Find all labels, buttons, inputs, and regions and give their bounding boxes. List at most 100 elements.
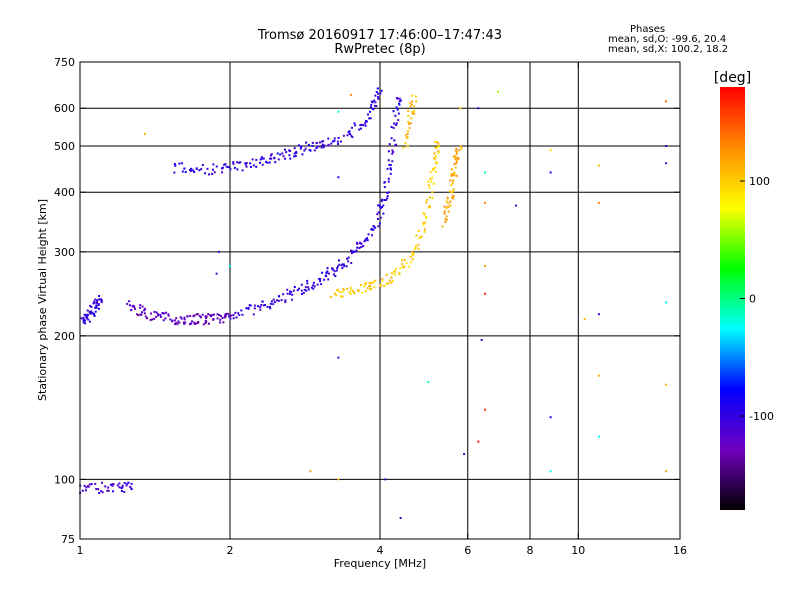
echo-point: [360, 284, 363, 287]
echo-point: [414, 95, 417, 98]
echo-point: [232, 313, 235, 316]
echo-point: [306, 282, 309, 285]
phase-stats-x-mode: mean, sd,X: 100.2, 18.2: [608, 44, 729, 55]
echo-point: [341, 263, 344, 266]
echo-point: [151, 318, 154, 321]
echo-point: [173, 319, 176, 322]
echo-point: [93, 300, 96, 303]
echo-point: [176, 323, 179, 326]
echo-point: [377, 95, 380, 98]
echo-point: [217, 250, 220, 253]
echo-point: [351, 136, 354, 139]
echo-point: [444, 221, 447, 224]
echo-point: [112, 483, 115, 486]
echo-point: [193, 321, 196, 324]
echo-point: [155, 315, 158, 318]
echo-point: [123, 482, 126, 485]
echo-point: [434, 155, 437, 158]
echo-point: [377, 92, 380, 95]
echo-point: [484, 292, 487, 295]
echo-point: [395, 124, 398, 127]
echo-point: [86, 313, 89, 316]
echo-point: [294, 155, 297, 158]
echo-point: [382, 204, 385, 207]
echo-point: [455, 159, 458, 162]
echo-point: [204, 322, 207, 325]
echo-point: [236, 161, 239, 164]
echo-point: [413, 109, 416, 112]
echo-point: [392, 151, 395, 154]
echo-point: [319, 277, 322, 280]
colorbar-label: [deg]: [714, 70, 751, 86]
echo-point: [284, 301, 287, 304]
echo-point: [156, 313, 159, 316]
echo-point: [83, 484, 86, 487]
echo-point: [450, 173, 453, 176]
echo-point: [452, 190, 455, 193]
echo-point: [413, 105, 416, 108]
echo-point: [384, 478, 387, 481]
echo-point: [455, 174, 458, 177]
echo-point: [300, 283, 303, 286]
echo-point: [261, 157, 264, 160]
echo-point: [95, 487, 98, 490]
echo-point: [387, 282, 390, 285]
echo-point: [390, 137, 393, 140]
echo-point: [245, 307, 248, 310]
echo-point: [437, 151, 440, 154]
echo-point: [454, 149, 457, 152]
echo-point: [362, 124, 365, 127]
echo-point: [393, 273, 396, 276]
echo-point: [130, 308, 133, 311]
echo-point: [437, 142, 440, 145]
echo-point: [410, 103, 413, 106]
echo-point: [452, 179, 455, 182]
echo-point: [265, 160, 268, 163]
echo-point: [411, 112, 414, 115]
echo-point: [406, 136, 409, 139]
echo-point: [427, 184, 430, 187]
echo-point: [454, 166, 457, 169]
echo-point: [377, 211, 380, 214]
echo-point: [127, 481, 130, 484]
echo-point: [220, 167, 223, 170]
echo-point: [402, 266, 405, 269]
echo-point: [347, 256, 350, 259]
echo-point: [432, 157, 435, 160]
echo-point: [311, 141, 314, 144]
echo-point: [360, 246, 363, 249]
echo-point: [178, 321, 181, 324]
echo-point: [222, 321, 225, 324]
echo-point: [399, 99, 402, 102]
echo-point: [233, 166, 236, 169]
x-axis-label: Frequency [MHz]: [334, 557, 426, 570]
echo-point: [336, 267, 339, 270]
echo-point: [239, 161, 242, 164]
echo-point: [372, 281, 375, 284]
echo-point: [422, 221, 425, 224]
echo-point: [248, 304, 251, 307]
echo-point: [278, 295, 281, 298]
echo-point: [80, 317, 83, 320]
echo-point: [342, 288, 345, 291]
echo-point: [445, 215, 448, 218]
echo-point: [90, 306, 93, 309]
echo-point: [96, 302, 99, 305]
echo-point: [389, 167, 392, 170]
echo-point: [130, 482, 133, 485]
echo-point: [207, 322, 210, 325]
echo-point: [455, 162, 458, 165]
echo-point: [435, 162, 438, 165]
echo-point: [200, 168, 203, 171]
echo-point: [301, 153, 304, 156]
echo-point: [459, 145, 462, 148]
echo-point: [350, 93, 353, 96]
echo-point: [92, 302, 95, 305]
echo-point: [215, 272, 218, 275]
echo-point: [125, 484, 128, 487]
echo-point: [277, 158, 280, 161]
echo-point: [312, 284, 315, 287]
echo-point: [183, 322, 186, 325]
